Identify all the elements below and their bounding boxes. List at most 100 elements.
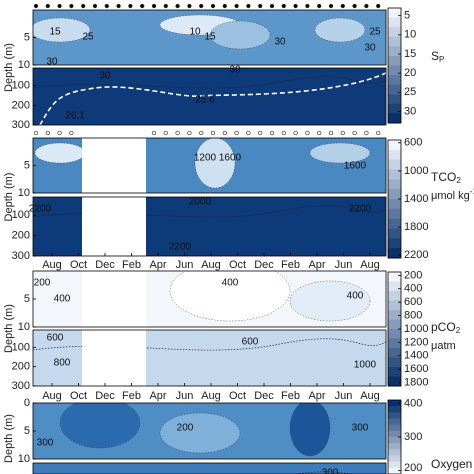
- y-axis-label: Depth (m): [3, 304, 15, 353]
- colorbar-band: [388, 406, 401, 413]
- panel-frame: [32, 329, 387, 387]
- sample-marker: [352, 130, 357, 136]
- x-tick-label: Jun: [176, 259, 194, 271]
- sample-marker: [45, 130, 50, 136]
- contour-label: 800: [54, 358, 71, 369]
- colorbar-band: [388, 179, 401, 190]
- colorbar-band: [388, 208, 401, 220]
- contour-label: 30: [364, 43, 376, 54]
- colorbar-band: [388, 238, 401, 249]
- x-tick-label: Dec: [95, 390, 115, 402]
- colorbar-band: [388, 338, 401, 349]
- sample-marker: [376, 130, 381, 136]
- unit-main: μmol kg: [431, 190, 470, 202]
- colorbar-tick-label: 1600: [404, 363, 428, 375]
- sample-marker: [364, 3, 369, 9]
- colorbar-label: TCO2: [431, 170, 461, 185]
- colorbar-band: [388, 8, 401, 19]
- x-tick-label: Aug: [201, 259, 221, 271]
- label-sub: 2: [456, 326, 461, 335]
- y-tick-label: 100: [12, 209, 30, 221]
- x-tick-label: Feb: [281, 259, 300, 271]
- sample-marker: [69, 3, 74, 9]
- sample-marker: [269, 130, 275, 136]
- x-tick-label: Jun: [335, 259, 353, 271]
- contour-region: [169, 271, 291, 322]
- colorbar-tick-label: 1400: [404, 193, 428, 205]
- sample-marker: [57, 130, 62, 136]
- y-tick-label: 300: [12, 380, 30, 392]
- contour-panel: [33, 197, 386, 256]
- unit-main: μatm: [431, 340, 456, 352]
- colorbar-band: [388, 149, 401, 161]
- sample-marker: [210, 130, 216, 136]
- contour-label: 1600: [219, 153, 242, 164]
- sample-marker: [246, 3, 251, 9]
- sample-marker: [140, 3, 145, 9]
- contour-region: [59, 403, 141, 449]
- contour-label: 200: [177, 423, 194, 434]
- sample-marker: [33, 3, 39, 9]
- colorbar-band: [388, 418, 401, 426]
- colorbar-band: [388, 300, 401, 311]
- sample-marker: [305, 3, 310, 9]
- y-tick-label: 10: [18, 453, 30, 465]
- colorbar-tick-label: 30: [404, 105, 416, 117]
- colorbar-band: [388, 75, 401, 86]
- sample-marker: [269, 3, 275, 9]
- x-tick-label: Oct: [229, 390, 246, 402]
- x-tick-label: Aug: [360, 259, 380, 271]
- colorbar-band: [388, 319, 401, 330]
- y-tick-label: 100: [12, 341, 30, 353]
- sample-marker: [151, 3, 157, 9]
- sample-marker: [222, 130, 227, 136]
- colorbar-band: [388, 55, 401, 66]
- contour-label: 600: [242, 337, 259, 348]
- x-tick-label: Dec: [254, 390, 274, 402]
- colorbar-tick-label: 15: [404, 48, 416, 60]
- x-tick-label: Dec: [254, 259, 274, 271]
- colorbar-band: [388, 65, 401, 76]
- colorbar-band: [388, 376, 401, 387]
- colorbar-tick-label: 25: [404, 86, 416, 98]
- colorbar-band: [388, 228, 401, 239]
- colorbar-tick-label: 200: [404, 269, 422, 281]
- x-tick-label: Aug: [42, 259, 62, 271]
- contour-label: 30: [46, 57, 58, 68]
- panel-frame: [32, 462, 387, 474]
- contour-label: 25: [82, 32, 94, 43]
- sample-marker: [258, 3, 263, 9]
- contour-label: 1600: [344, 161, 367, 172]
- colorbar-band: [388, 461, 401, 469]
- data-gap: [82, 271, 146, 327]
- colorbar-band: [388, 412, 401, 419]
- colorbar-unit: μatm: [431, 340, 456, 352]
- colorbar-frame: [387, 7, 402, 124]
- colorbar-tick-label: 5: [404, 10, 410, 22]
- sample-marker: [187, 3, 192, 9]
- contour-label: 10: [189, 27, 201, 38]
- x-tick-label: Apr: [308, 390, 325, 402]
- contour-label: 2000: [189, 197, 212, 208]
- colorbar-tick-label: 800: [404, 309, 422, 321]
- label-main: TCO: [431, 170, 456, 184]
- colorbar-band: [388, 310, 401, 320]
- x-tick-label: Jun: [176, 390, 194, 402]
- sample-marker: [293, 3, 298, 9]
- sample-marker: [222, 3, 227, 9]
- colorbar-tick-label: 300: [404, 431, 422, 443]
- sample-marker: [163, 130, 168, 136]
- contour-panel: [33, 10, 386, 65]
- contour-label: 30: [274, 37, 286, 48]
- sample-marker: [328, 130, 334, 136]
- colorbar-band: [388, 329, 401, 339]
- label-main: pCO: [431, 320, 456, 334]
- x-tick-label: Oct: [70, 259, 87, 271]
- x-tick-label: Apr: [149, 390, 166, 402]
- x-tick-label: Oct: [70, 390, 87, 402]
- y-tick-label: 200: [12, 99, 30, 111]
- y-axis-label: Depth (m): [3, 414, 15, 463]
- y-tick-label: 0: [24, 397, 30, 409]
- colorbar-tick-label: 200: [404, 462, 422, 474]
- colorbar-band: [388, 84, 401, 95]
